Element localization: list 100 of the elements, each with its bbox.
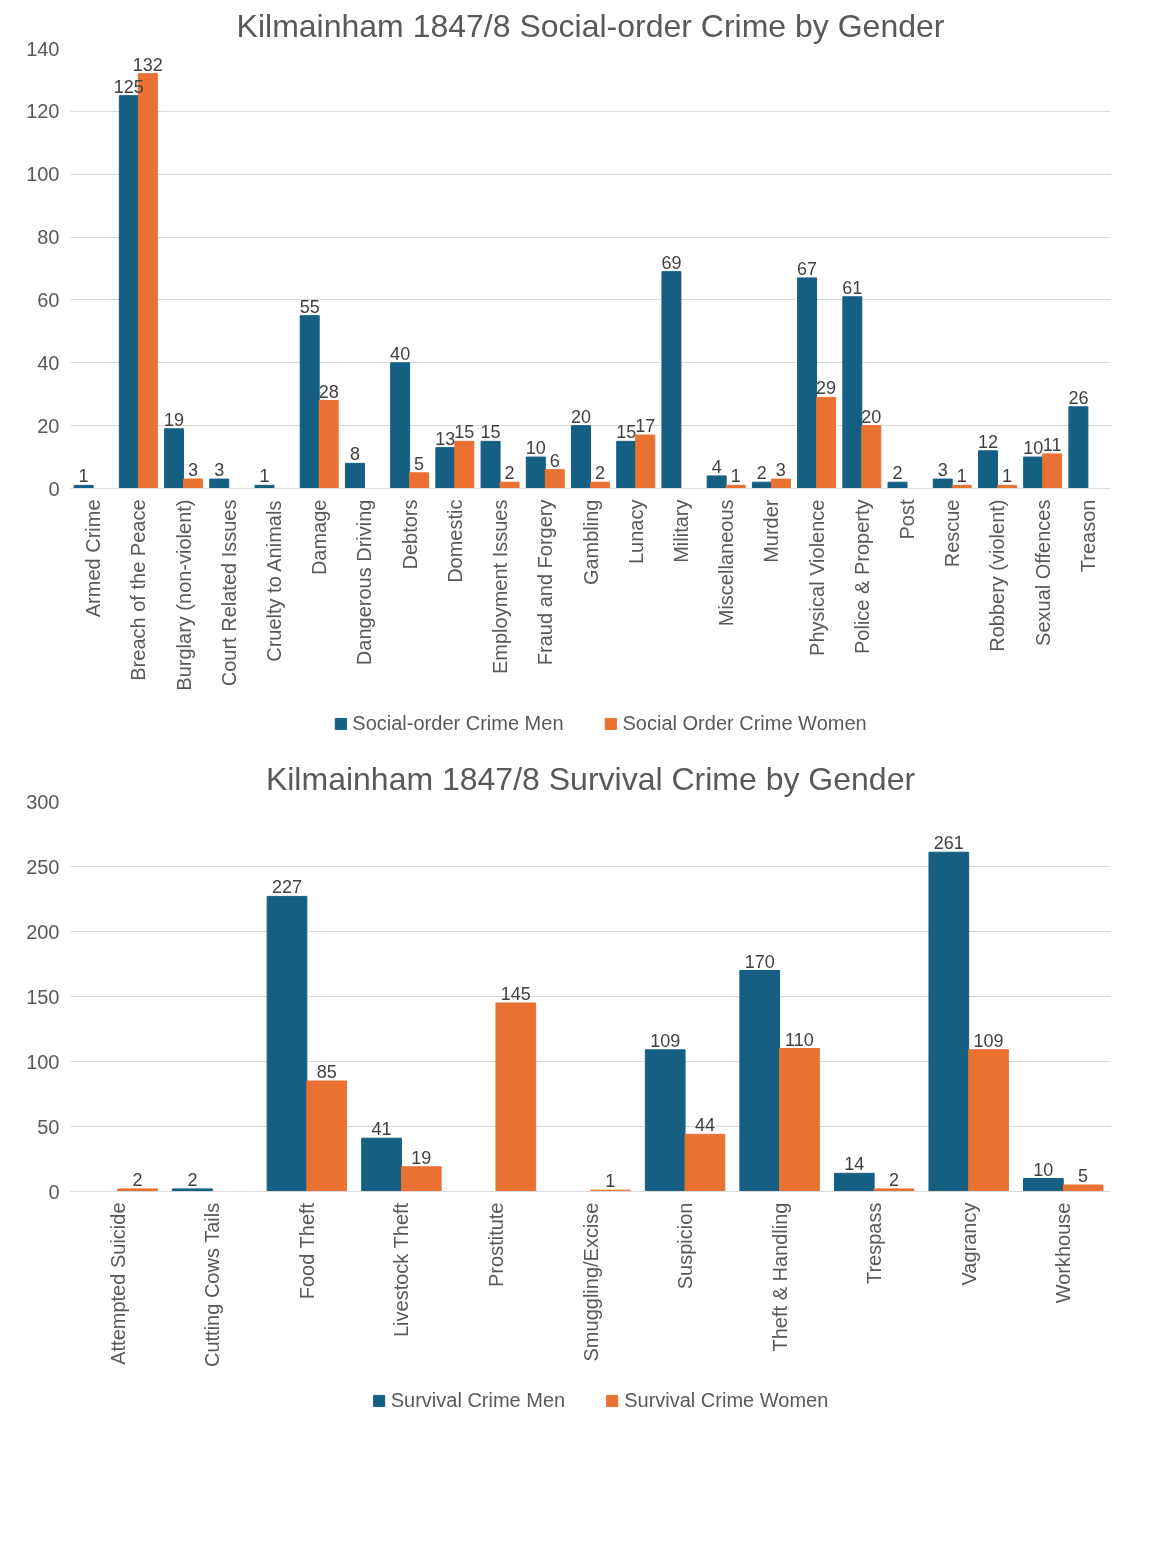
data-label: 29 <box>816 378 837 399</box>
data-label: 12 <box>977 431 998 452</box>
data-label: 1 <box>1001 466 1012 487</box>
data-label: 1 <box>956 466 967 487</box>
data-label: 3 <box>937 460 948 481</box>
chart-title: Kilmainham 1847/8 Social-order Crime by Gender <box>236 7 945 44</box>
y-tick-label: 100 <box>26 163 60 186</box>
data-label: 85 <box>316 1062 337 1082</box>
x-tick-label: Debtors <box>398 499 421 570</box>
y-tick-label: 300 <box>26 790 60 813</box>
x-tick-label: Cutting Cows Tails <box>201 1202 224 1367</box>
x-tick-label: Sexual Offences <box>1031 499 1054 646</box>
x-tick-label: Employment Issues <box>489 499 512 675</box>
data-label: 10 <box>525 438 546 459</box>
data-label: 2 <box>892 463 903 484</box>
x-tick-label: Treason <box>1076 499 1099 573</box>
data-label: 44 <box>694 1115 715 1136</box>
data-label: 13 <box>435 428 456 449</box>
y-tick-label: 120 <box>26 100 60 123</box>
y-tick-label: 140 <box>26 37 60 60</box>
data-label: 109 <box>650 1030 681 1051</box>
y-tick-label: 40 <box>37 351 60 374</box>
y-tick-label: 80 <box>37 226 60 249</box>
data-label: 3 <box>775 460 786 481</box>
x-tick-label: Physical Violence <box>805 499 828 656</box>
data-label: 1 <box>259 466 270 487</box>
data-label: 2 <box>504 463 515 484</box>
data-label: 11 <box>1042 434 1062 455</box>
x-tick-label: Damage <box>308 499 331 576</box>
x-tick-label: Breach of the Peace <box>127 499 150 681</box>
chart-title: Kilmainham 1847/8 Survival Crime by Gender <box>265 760 916 797</box>
x-tick-label: Theft & Handling <box>768 1202 791 1352</box>
data-label: 2 <box>132 1169 143 1190</box>
data-label: 5 <box>1078 1166 1089 1186</box>
data-label: 6 <box>549 450 560 471</box>
x-tick-label: Burglary (non-violent) <box>172 499 195 691</box>
x-tick-label: Food Theft <box>295 1202 318 1300</box>
data-label: 10 <box>1033 1159 1054 1180</box>
y-tick-label: 250 <box>26 855 60 878</box>
x-tick-label: Post <box>896 499 919 540</box>
data-label: 2 <box>756 463 767 484</box>
data-label: 20 <box>861 406 882 427</box>
data-label: 15 <box>454 422 475 443</box>
y-tick-label: 0 <box>48 477 60 500</box>
y-tick-label: 200 <box>26 920 60 943</box>
x-tick-label: Miscellaneous <box>715 499 738 627</box>
x-tick-label: Attempted Suicide <box>106 1202 129 1365</box>
x-tick-label: Military <box>669 499 692 563</box>
x-tick-label: Murder <box>760 499 783 563</box>
data-label: 41 <box>371 1119 392 1140</box>
y-tick-label: 20 <box>37 414 60 437</box>
x-tick-label: Cruelty to Animals <box>262 500 285 662</box>
data-label: 2 <box>187 1169 198 1190</box>
legend-label: Survival Crime Women <box>624 1388 829 1412</box>
data-label: 10 <box>1023 438 1044 459</box>
y-tick-label: 150 <box>26 985 60 1008</box>
data-label: 15 <box>616 422 637 443</box>
x-tick-label: Police & Property <box>850 499 873 655</box>
data-label: 8 <box>349 444 360 465</box>
data-label: 1 <box>78 466 89 487</box>
data-label: 19 <box>164 409 185 430</box>
x-tick-label: Smuggling/Excise <box>579 1202 602 1362</box>
data-label: 3 <box>188 460 199 481</box>
data-label: 227 <box>271 877 303 898</box>
data-label: 69 <box>661 252 682 273</box>
data-label: 261 <box>933 833 964 854</box>
y-tick-label: 60 <box>37 288 60 311</box>
data-label: 15 <box>480 422 501 443</box>
data-label: 20 <box>570 406 592 427</box>
x-tick-label: Lunacy <box>624 499 647 564</box>
data-label: 132 <box>132 54 163 75</box>
x-tick-label: Gambling <box>579 499 602 586</box>
data-label: 5 <box>414 453 425 474</box>
x-tick-label: Court Related Issues <box>217 499 240 687</box>
x-tick-label: Rescue <box>941 499 964 568</box>
data-label: 40 <box>390 343 411 364</box>
data-label: 170 <box>744 951 775 972</box>
x-tick-label: Suspicion <box>674 1202 697 1290</box>
x-tick-label: Armed Crime <box>82 499 105 618</box>
data-label: 14 <box>844 1154 865 1175</box>
data-label: 4 <box>711 456 722 477</box>
data-label: 1 <box>605 1171 616 1192</box>
legend-label: Social-order Crime Men <box>352 711 564 735</box>
x-tick-label: Prostitute <box>484 1202 507 1287</box>
x-tick-label: Trespass <box>863 1202 886 1284</box>
x-tick-label: Robbery (violent) <box>986 499 1009 652</box>
data-label: 110 <box>785 1029 814 1050</box>
data-label: 109 <box>973 1030 1004 1051</box>
x-tick-label: Domestic <box>443 499 466 583</box>
data-label: 2 <box>888 1169 899 1190</box>
x-tick-label: Fraud and Forgery <box>534 499 557 666</box>
legend-label: Survival Crime Men <box>390 1388 566 1412</box>
data-label: 2 <box>594 463 606 484</box>
data-label: 3 <box>214 460 225 481</box>
data-label: 19 <box>411 1147 432 1168</box>
data-label: 55 <box>299 296 320 317</box>
y-tick-label: 50 <box>37 1115 60 1138</box>
data-label: 67 <box>797 258 818 279</box>
data-label: 1 <box>730 466 741 487</box>
data-label: 61 <box>842 277 863 298</box>
